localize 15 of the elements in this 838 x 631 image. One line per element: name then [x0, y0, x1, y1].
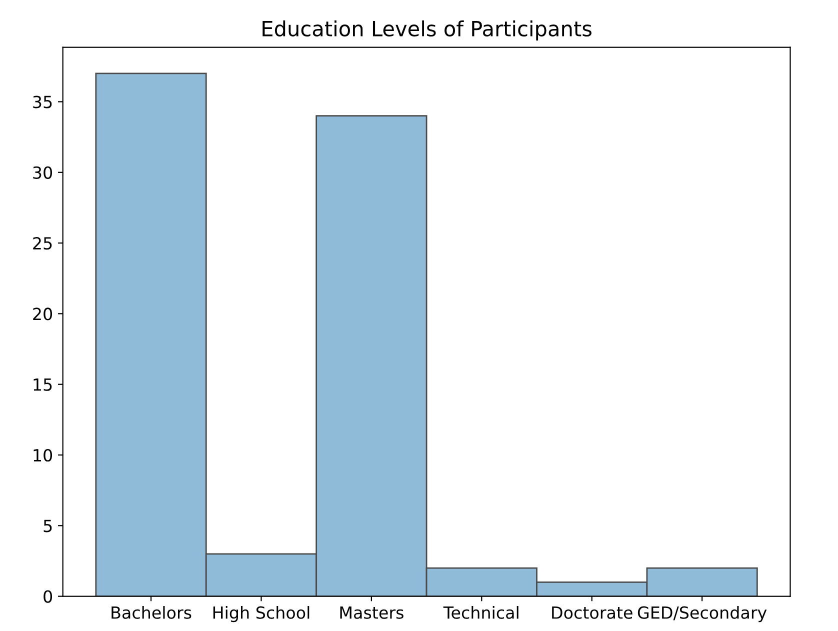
- x-tick-label: Technical: [443, 606, 518, 619]
- x-tick-label: Bachelors: [112, 606, 192, 619]
- y-tick-label: 0: [44, 590, 52, 603]
- y-tick-label: 15: [34, 378, 52, 391]
- y-tick-label: 35: [33, 96, 52, 108]
- x-tick-label: GED/Secondary: [638, 606, 767, 622]
- y-tick-label: 20: [33, 308, 52, 320]
- x-tick-label: Masters: [340, 606, 404, 619]
- y-tick-label: 25: [33, 236, 52, 250]
- y-tick-label: 10: [34, 448, 52, 462]
- y-tick-label: 30: [33, 166, 52, 179]
- x-tick-label: High School: [213, 606, 310, 622]
- x-tick-label: Doctorate: [552, 606, 632, 619]
- y-tick-label: 5: [44, 520, 52, 532]
- chart-title: Education Levels of Participants: [262, 20, 592, 41]
